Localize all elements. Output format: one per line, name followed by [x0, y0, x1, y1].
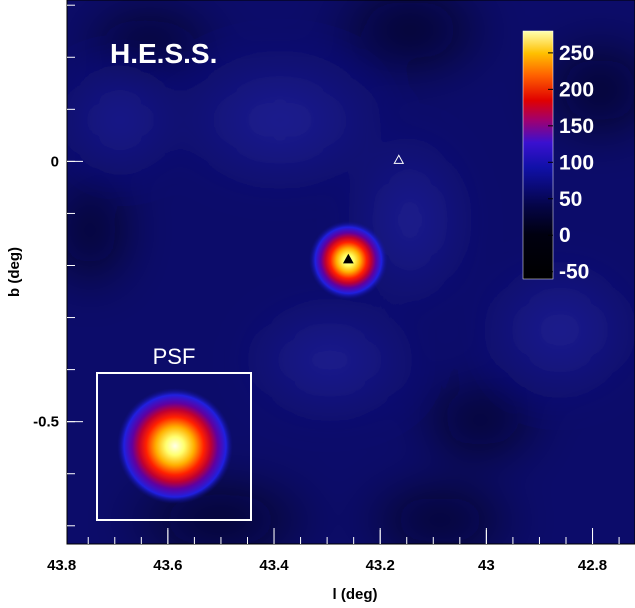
y-tick-label: -0.5 [33, 414, 59, 431]
colorbar-tick-label: -50 [559, 261, 589, 284]
colorbar-tick-label: 50 [559, 188, 582, 211]
open-triangle-marker [393, 154, 405, 164]
colorbar-tick-label: 250 [559, 42, 594, 65]
colorbar-labels: 250 200 150 100 50 0 -50 [548, 42, 594, 284]
dark-region [530, 30, 635, 150]
x-tick-label: 43.6 [153, 557, 182, 574]
colorbar-tick-label: 150 [559, 115, 594, 138]
colorbar: 250 200 150 100 50 0 -50 [522, 30, 594, 284]
chart-title: H.E.S.S. [110, 38, 217, 69]
dark-region [350, 475, 530, 544]
dark-region [70, 0, 230, 80]
y-axis: 0 -0.5 [33, 4, 83, 527]
x-tick-label: 42.8 [578, 557, 607, 574]
dark-region [67, 160, 140, 300]
x-tick-label: 43.8 [47, 557, 76, 574]
light-region [67, 65, 180, 175]
light-region [240, 300, 420, 420]
x-tick-label: 43.2 [366, 557, 395, 574]
psf-emission [117, 388, 233, 504]
light-region [170, 50, 390, 190]
light-region [480, 260, 635, 400]
x-tick-label: 43.4 [259, 557, 289, 574]
markers [342, 154, 405, 264]
y-axis-title: b (deg) [6, 247, 23, 297]
psf-inset-box [96, 372, 252, 521]
colorbar-tick-label: 200 [559, 78, 594, 101]
y-tick-label: 0 [51, 153, 59, 170]
x-axis: 43.8 43.6 43.4 43.2 43 42.8 [47, 528, 620, 574]
colorbar-tick-label: 100 [559, 151, 594, 174]
x-axis-title: l (deg) [333, 586, 378, 603]
filled-triangle-marker [342, 253, 354, 264]
heatmap-fluctuations [67, 0, 635, 544]
x-tick-label: 43 [478, 557, 495, 574]
colorbar-tick-label: 0 [559, 224, 571, 247]
plot-frame [66, 0, 635, 545]
plot-area: PSF H.E.S.S. 250 200 150 100 50 0 -50 [67, 0, 635, 544]
dark-region [410, 370, 550, 470]
psf-label: PSF [153, 344, 196, 369]
colorbar-scale [522, 30, 554, 280]
dark-region [320, 0, 500, 85]
